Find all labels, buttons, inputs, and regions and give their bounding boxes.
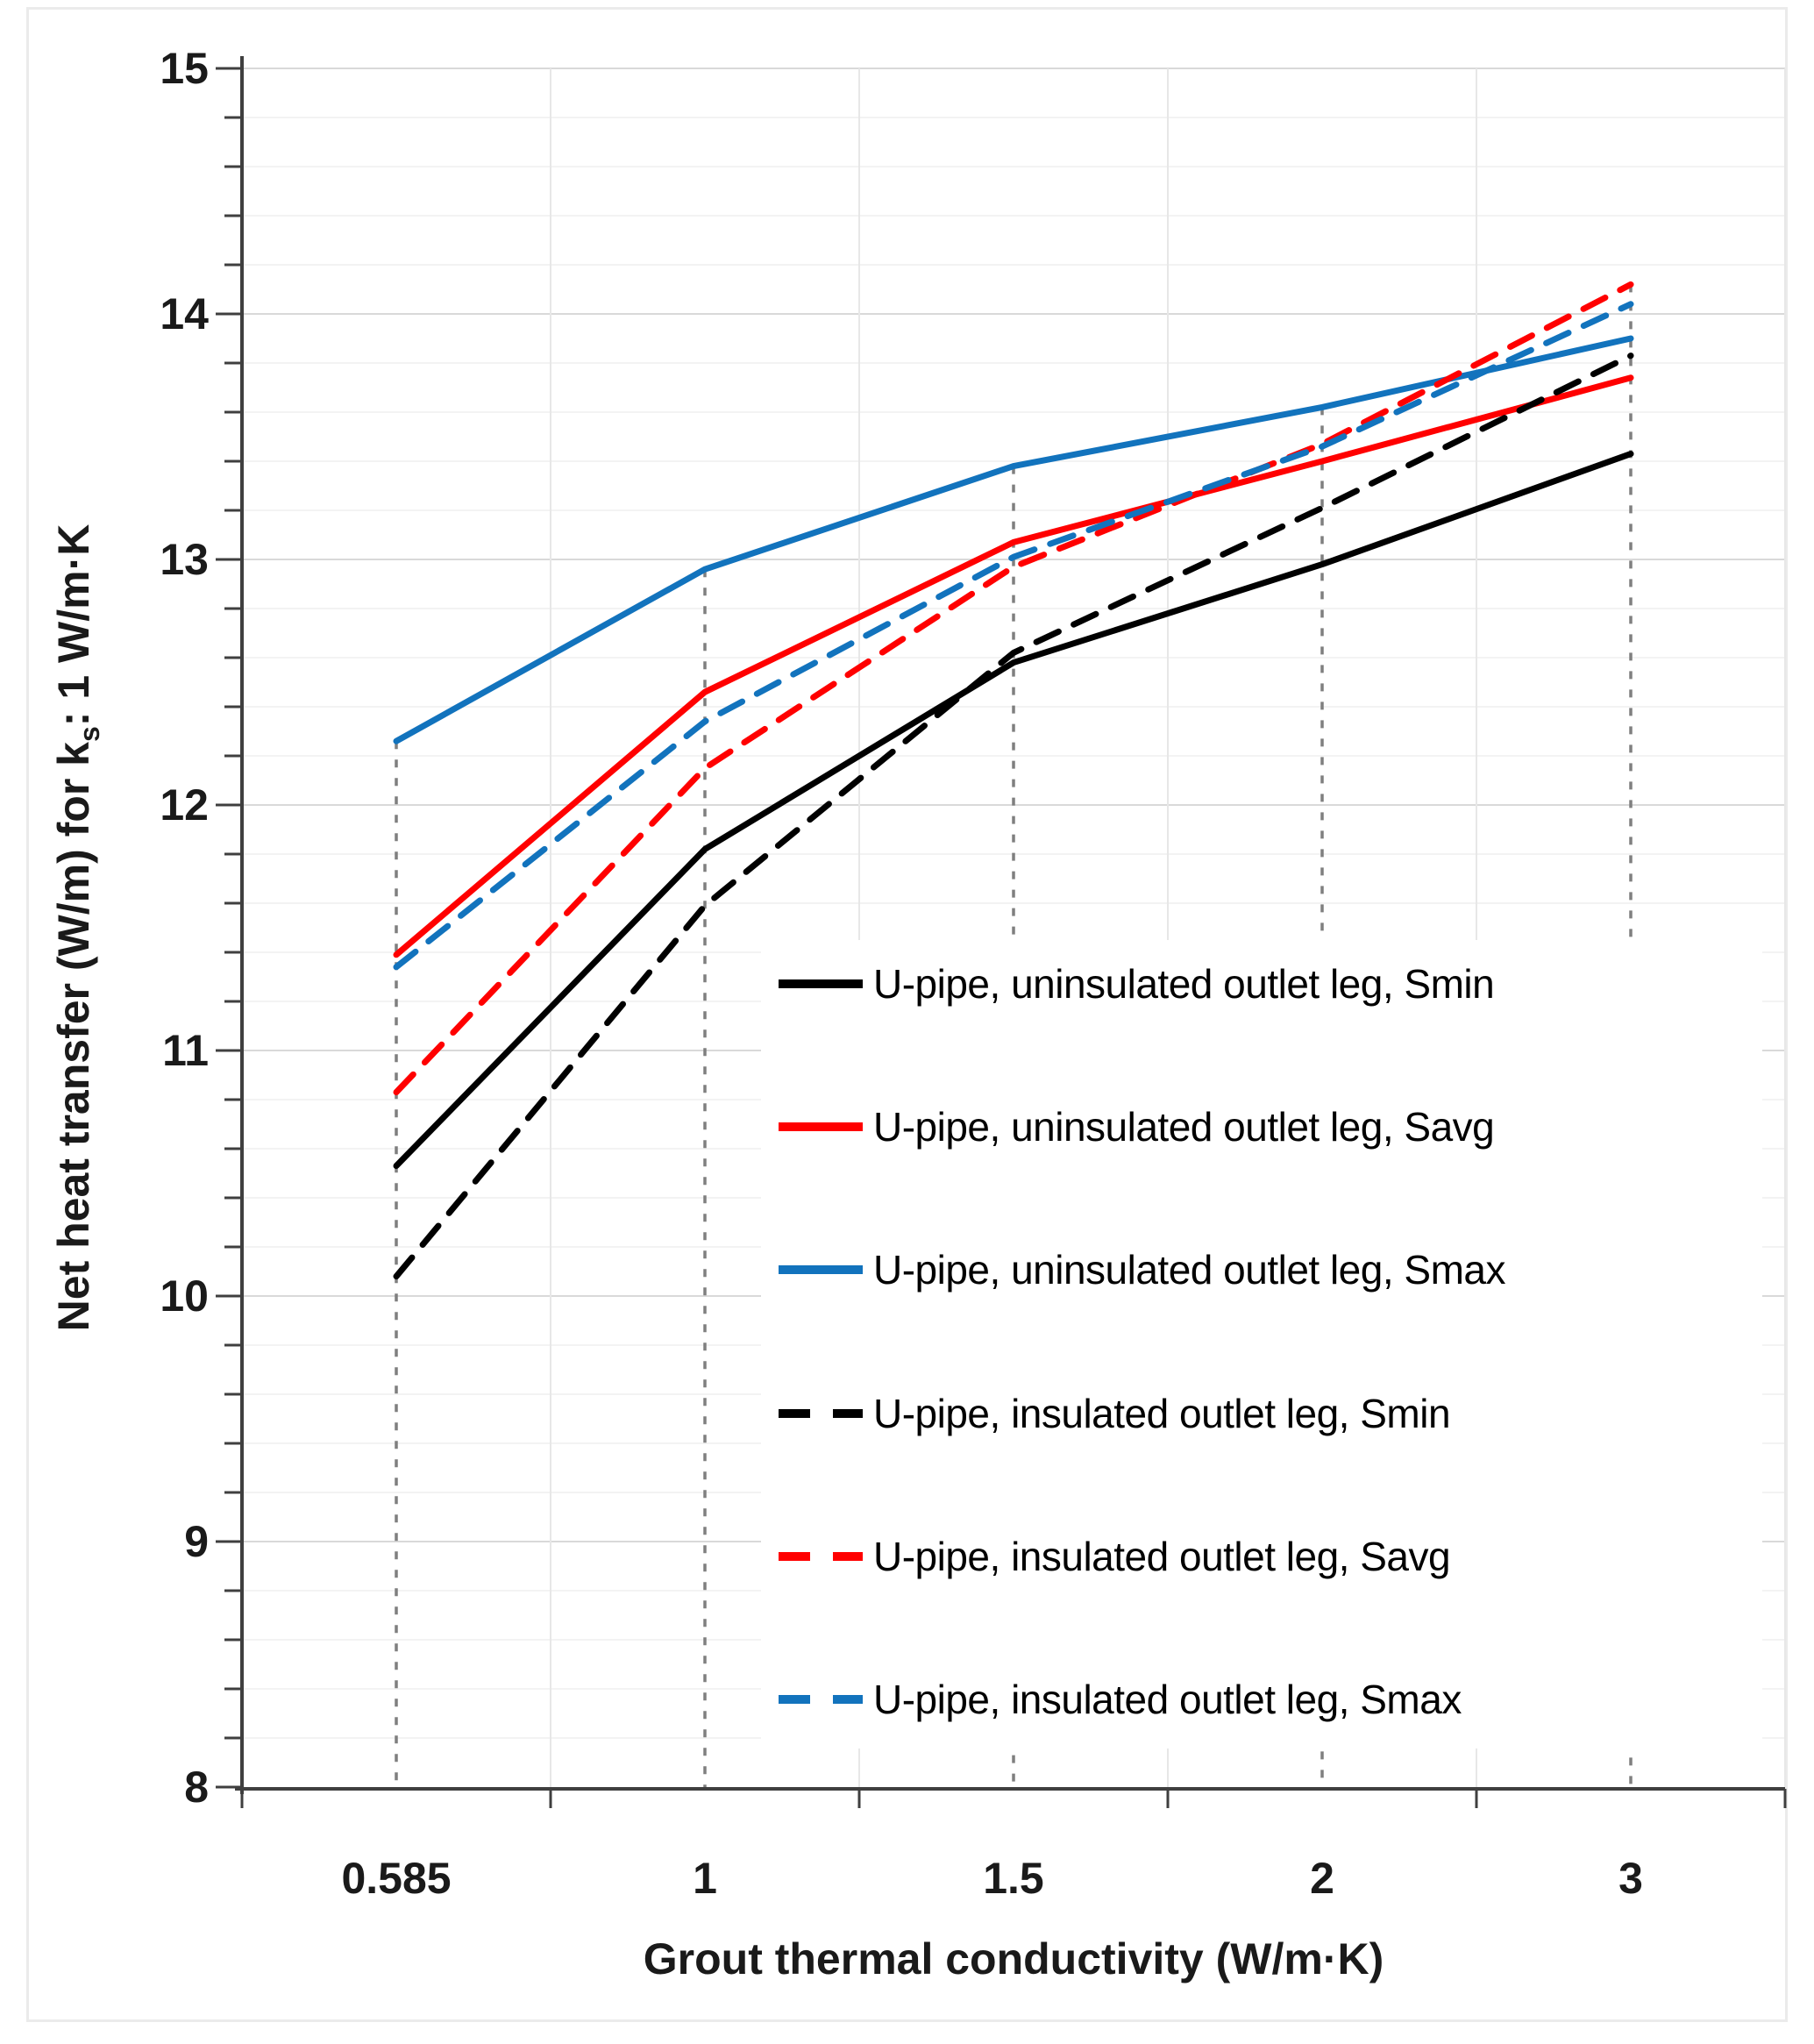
legend-label: U-pipe, uninsulated outlet leg, Smax — [873, 1247, 1506, 1293]
series-lines — [393, 281, 1634, 1280]
axis-ticks — [216, 67, 1787, 1808]
y-tick-label: 14 — [160, 289, 209, 338]
legend-item-uninsulated-smax: U-pipe, uninsulated outlet leg, Smax — [761, 1226, 1762, 1314]
legend-item-insulated-savg: U-pipe, insulated outlet leg, Savg — [761, 1513, 1762, 1600]
legend-line-sample-icon — [779, 1122, 863, 1131]
legend-line-sample-icon — [779, 1265, 863, 1274]
legend-label: U-pipe, insulated outlet leg, Smin — [873, 1391, 1451, 1436]
x-tick-label: 3 — [1618, 1854, 1643, 1903]
x-axis-title: Grout thermal conductivity (W/m·K) — [643, 1934, 1384, 1983]
y-tick-label: 8 — [184, 1763, 209, 1812]
x-tick-label: 2 — [1310, 1854, 1334, 1903]
y-tick-label: 9 — [184, 1517, 209, 1566]
series-line-5 — [393, 301, 1634, 971]
legend-item-insulated-smax: U-pipe, insulated outlet leg, Smax — [761, 1656, 1762, 1743]
axes — [235, 56, 1785, 1794]
legend-item-uninsulated-savg: U-pipe, uninsulated outlet leg, Savg — [761, 1083, 1762, 1171]
y-axis-title-pre: Net heat transfer (W/m) for k — [49, 742, 98, 1332]
legend-label: U-pipe, uninsulated outlet leg, Savg — [873, 1104, 1495, 1150]
y-tick-label: 10 — [160, 1271, 209, 1321]
series-line-1 — [393, 374, 1634, 958]
y-tick-label: 12 — [160, 780, 209, 830]
y-axis-title-subscript: s — [74, 726, 105, 743]
y-tick-label: 13 — [160, 535, 209, 584]
legend-label: U-pipe, uninsulated outlet leg, Smin — [873, 961, 1495, 1007]
legend-line-sample-icon — [779, 1409, 863, 1418]
legend-item-uninsulated-smin: U-pipe, uninsulated outlet leg, Smin — [761, 940, 1762, 1028]
y-axis-title-post: : 1 W/m·K — [49, 523, 98, 727]
x-tick-label: 1 — [693, 1854, 717, 1903]
series-line-3 — [393, 353, 1634, 1280]
legend-label: U-pipe, insulated outlet leg, Savg — [873, 1534, 1451, 1579]
y-tick-label: 15 — [160, 44, 209, 93]
y-tick-label: 11 — [162, 1026, 209, 1075]
legend-item-insulated-smin: U-pipe, insulated outlet leg, Smin — [761, 1370, 1762, 1457]
legend: U-pipe, uninsulated outlet leg, Smin U-p… — [761, 940, 1762, 1748]
legend-line-sample-icon — [779, 979, 863, 988]
legend-line-sample-icon — [779, 1695, 863, 1704]
y-axis-title: Net heat transfer (W/m) for ks: 1 W/m·K — [48, 524, 106, 1332]
x-tick-label: 0.585 — [341, 1854, 452, 1903]
series-line-0 — [393, 451, 1634, 1170]
series-line-2 — [393, 335, 1634, 744]
x-tick-label: 1.5 — [983, 1854, 1044, 1903]
legend-label: U-pipe, insulated outlet leg, Smax — [873, 1677, 1462, 1722]
series-line-4 — [393, 281, 1634, 1096]
legend-line-sample-icon — [779, 1552, 863, 1561]
